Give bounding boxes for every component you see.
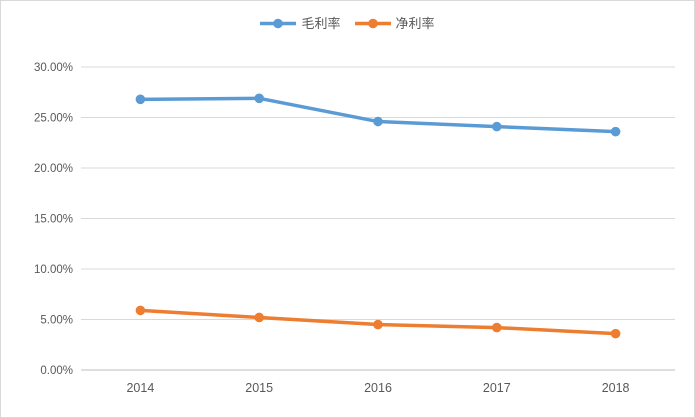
data-point-marker: [135, 94, 146, 105]
data-point-marker: [373, 319, 383, 330]
data-point-marker: [254, 312, 264, 323]
legend-label: 毛利率: [301, 16, 341, 31]
data-point-marker: [610, 328, 621, 339]
data-point-marker: [610, 126, 621, 137]
data-point-marker: [492, 322, 502, 333]
y-axis-tick-label: 5.00%: [40, 315, 73, 327]
y-axis-tick-label: 10.00%: [34, 264, 73, 276]
y-axis-tick-label: 25.00%: [34, 113, 73, 125]
legend-label: 净利率: [395, 16, 435, 31]
data-point-marker: [135, 305, 146, 316]
data-point-marker: [492, 121, 502, 132]
legend-line-marker-icon: [260, 18, 297, 29]
series-line: [138, 96, 618, 134]
x-axis-tick-label: 2018: [602, 381, 630, 395]
x-axis-tick-label: 2016: [364, 381, 392, 395]
x-axis-tick-label: 2014: [126, 381, 154, 395]
data-point-marker: [254, 93, 264, 104]
y-axis-tick-label: 0.00%: [40, 365, 73, 377]
legend-item: 净利率: [354, 16, 435, 31]
legend-line-marker-icon: [354, 18, 391, 29]
y-axis-tick-label: 15.00%: [34, 214, 73, 226]
y-axis-tick-label: 20.00%: [34, 163, 73, 175]
x-axis-tick-label: 2015: [245, 381, 273, 395]
x-axis-tick-label: 2017: [483, 381, 511, 395]
data-point-marker: [373, 116, 383, 127]
y-axis-tick-label: 30.00%: [34, 62, 73, 74]
chart-legend: 毛利率 净利率: [1, 17, 694, 30]
legend-item: 毛利率: [260, 16, 341, 31]
